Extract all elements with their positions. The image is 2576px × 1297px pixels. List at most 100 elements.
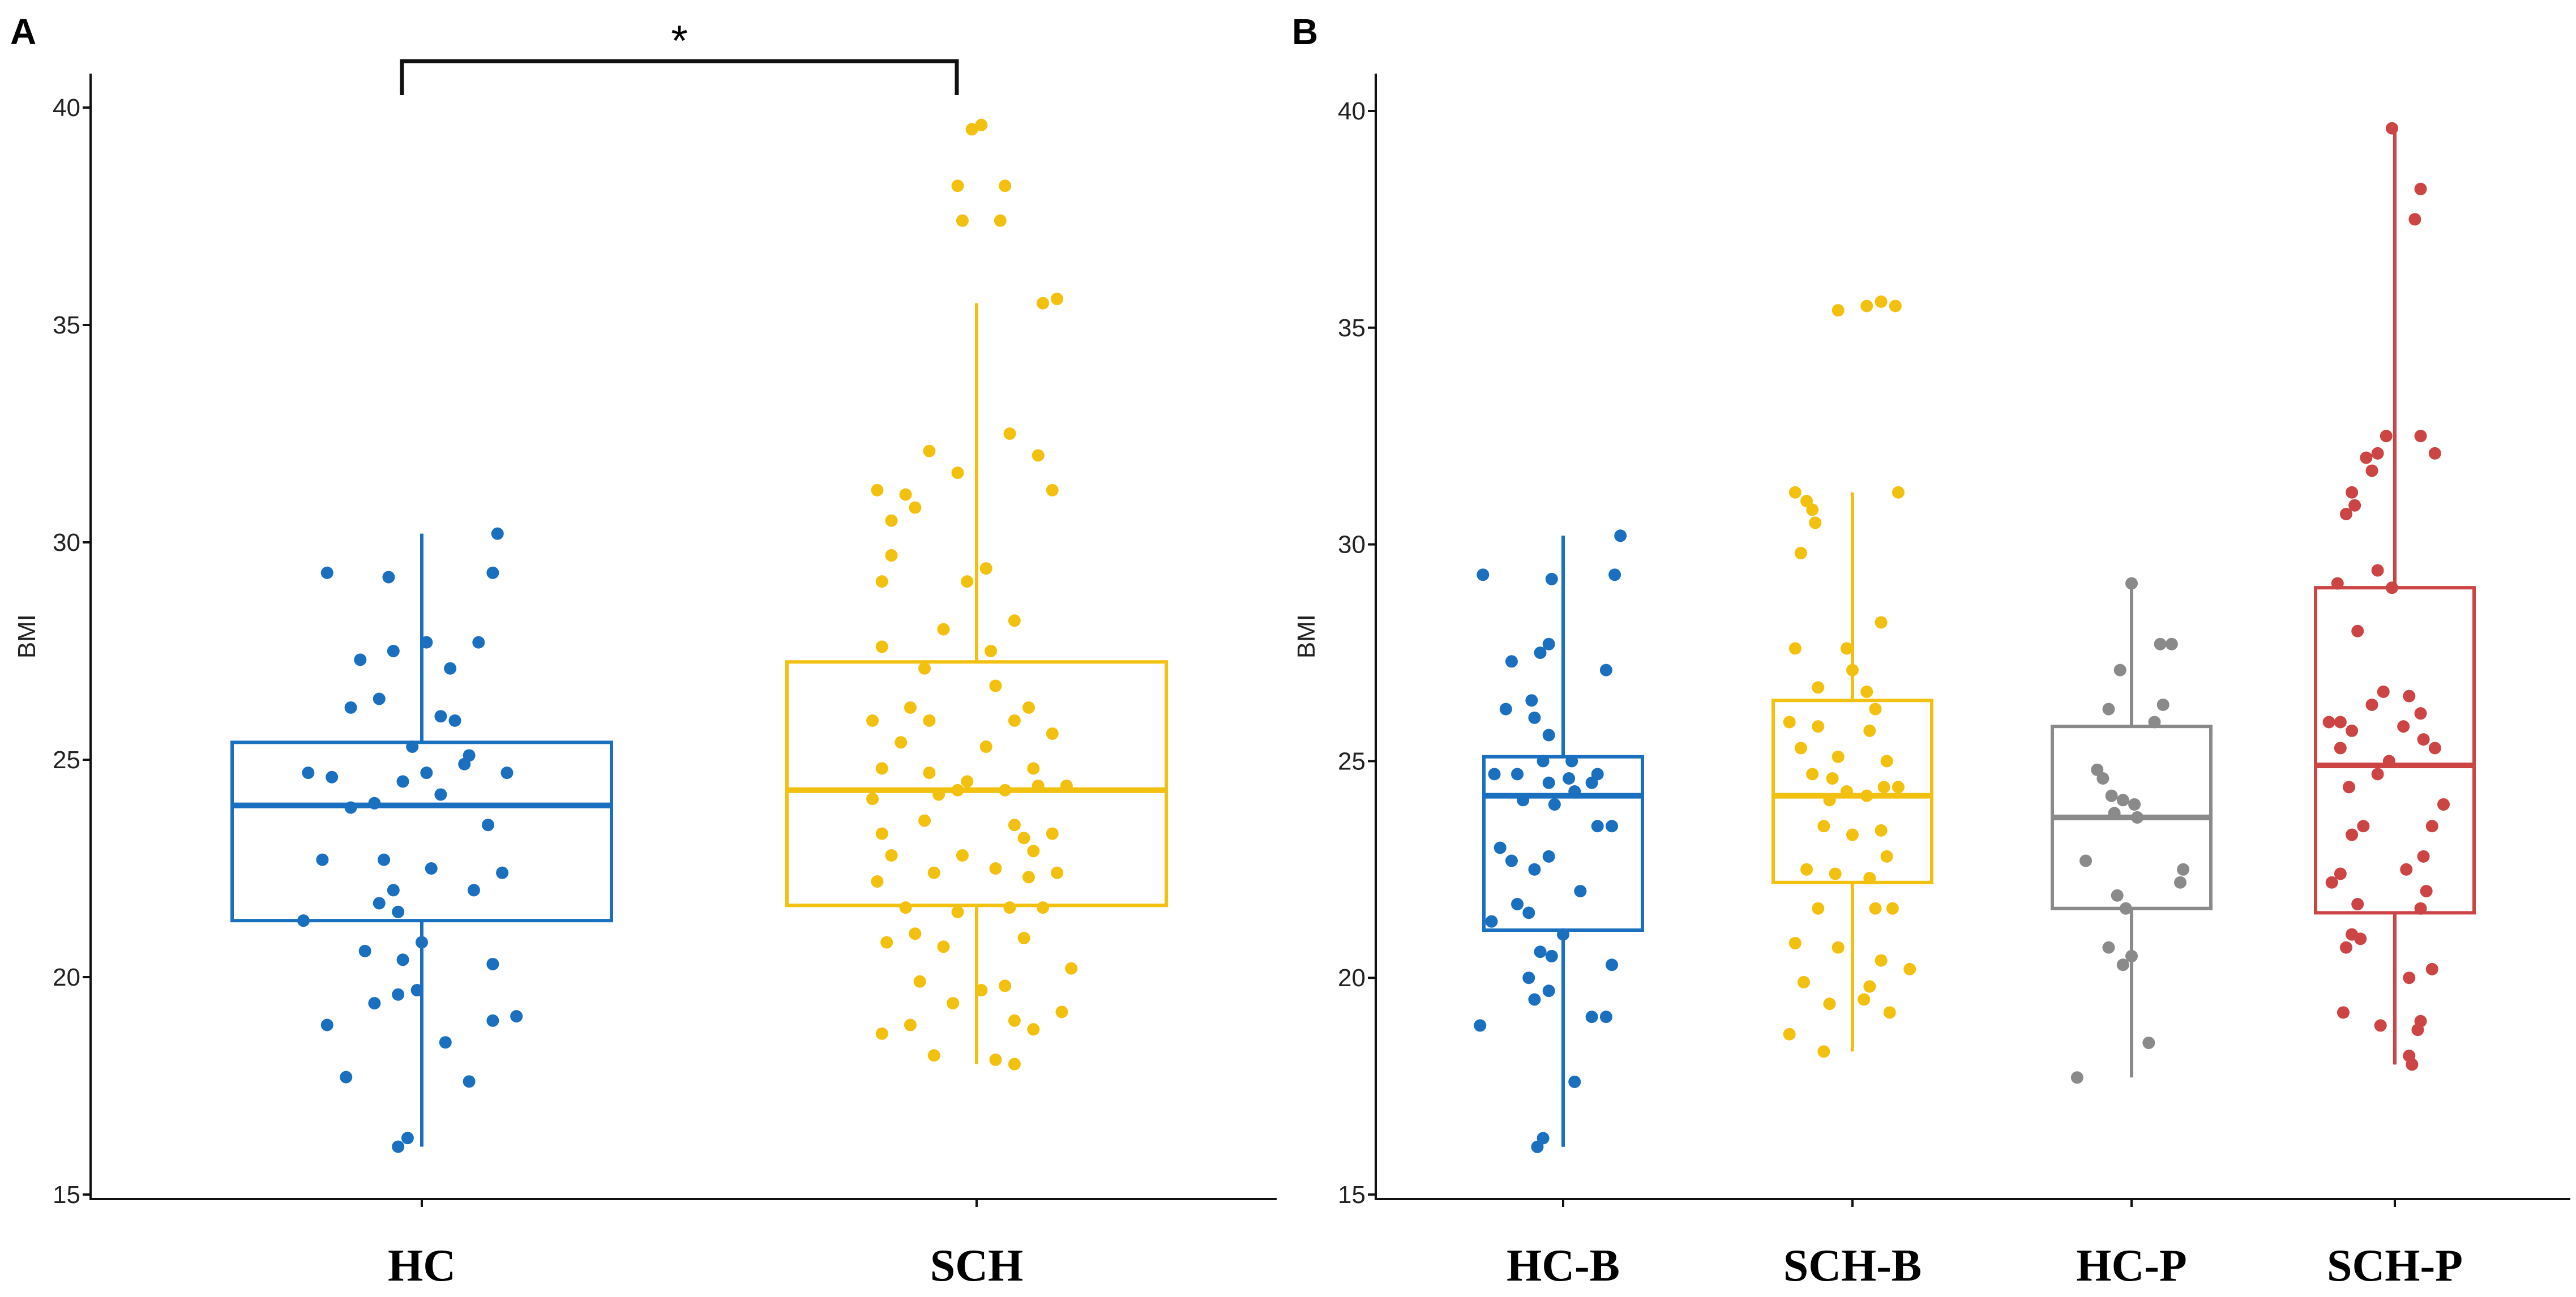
data-point (387, 884, 400, 897)
data-point (909, 927, 922, 940)
data-point (1065, 962, 1078, 975)
box (1482, 755, 1644, 932)
data-point (1817, 820, 1830, 833)
data-point (1525, 694, 1538, 707)
data-point (1003, 901, 1016, 914)
data-point (1883, 1006, 1896, 1019)
data-point (1591, 820, 1604, 833)
data-point (1794, 742, 1807, 755)
data-point (1046, 483, 1059, 496)
data-point (1892, 781, 1905, 794)
data-point (434, 710, 447, 723)
data-point (1027, 762, 1040, 775)
data-point (927, 1049, 940, 1062)
data-point (344, 801, 357, 814)
box (785, 660, 1168, 908)
data-point (392, 1140, 405, 1153)
data-point (510, 1010, 523, 1023)
data-point (2119, 902, 2132, 915)
data-point (1008, 614, 1021, 627)
data-point (1846, 828, 1859, 841)
data-point (2325, 876, 2338, 889)
data-point (2425, 820, 2438, 833)
y-axis-title: BMI (1293, 614, 1320, 658)
data-point (1032, 780, 1045, 793)
y-tick-label: 25 (1338, 747, 1366, 775)
data-point (2334, 742, 2347, 755)
data-point (951, 466, 964, 480)
data-point (2406, 1058, 2419, 1071)
data-point (2131, 811, 2144, 824)
data-point (2428, 447, 2441, 460)
data-point (1812, 720, 1825, 733)
data-point (420, 636, 433, 649)
data-point (401, 1132, 414, 1145)
data-point (937, 940, 950, 953)
data-point (482, 819, 495, 832)
y-tick-label: 25 (53, 746, 80, 774)
data-point (904, 1018, 917, 1031)
data-point (1886, 902, 1899, 915)
data-point (2380, 430, 2393, 443)
data-point (2154, 637, 2167, 650)
data-point (1800, 863, 1813, 876)
data-point (1528, 863, 1541, 876)
data-point (1505, 655, 1518, 668)
data-point (410, 984, 423, 997)
data-point (875, 575, 888, 588)
data-point (2339, 508, 2352, 521)
data-point (1022, 701, 1035, 714)
data-point (368, 797, 381, 810)
y-tick-label: 30 (1338, 531, 1366, 559)
data-point (951, 179, 964, 192)
data-point (416, 936, 428, 949)
data-point (1046, 827, 1059, 840)
panel-letter: B (1292, 11, 1318, 52)
data-point (875, 762, 888, 775)
data-point (923, 767, 936, 780)
data-point (1863, 980, 1876, 993)
data-point (994, 214, 1007, 227)
data-point (439, 1036, 452, 1049)
data-point (1531, 1140, 1544, 1153)
data-point (2414, 902, 2427, 915)
data-point (1585, 1011, 1598, 1024)
data-point (2156, 698, 2170, 711)
data-point (1806, 768, 1819, 781)
data-point (2377, 685, 2390, 698)
data-point (2113, 664, 2126, 677)
significance-bracket (400, 59, 959, 95)
group-hc: HC (230, 527, 613, 1291)
data-point (1027, 845, 1040, 858)
data-point (2425, 962, 2438, 975)
data-point (1832, 941, 1845, 954)
data-point (2385, 122, 2398, 135)
data-point (1812, 902, 1825, 915)
data-point (1563, 772, 1576, 785)
data-point (1003, 427, 1016, 440)
data-point (2331, 577, 2344, 590)
data-point (2322, 716, 2335, 729)
data-point (2105, 789, 2118, 802)
data-point (1840, 785, 1853, 798)
data-point (500, 767, 514, 780)
data-point (406, 740, 419, 753)
data-point (1829, 867, 1842, 880)
data-point (1860, 789, 1873, 802)
data-point (871, 483, 884, 496)
data-point (2334, 716, 2347, 729)
data-point (885, 549, 898, 562)
x-category-label: HC-P (2076, 1241, 2187, 1291)
data-point (2346, 828, 2359, 841)
data-point (1534, 945, 1547, 958)
data-point (434, 788, 447, 801)
panel-a: A 15 20 25 30 35 40 BMI HC SCH * (10, 11, 1277, 1291)
data-point (2125, 949, 2138, 962)
data-point (1863, 872, 1876, 885)
data-point (1017, 931, 1030, 944)
data-point (1880, 850, 1893, 863)
data-point (979, 562, 992, 575)
data-point (1511, 768, 1524, 781)
data-point (918, 662, 931, 675)
